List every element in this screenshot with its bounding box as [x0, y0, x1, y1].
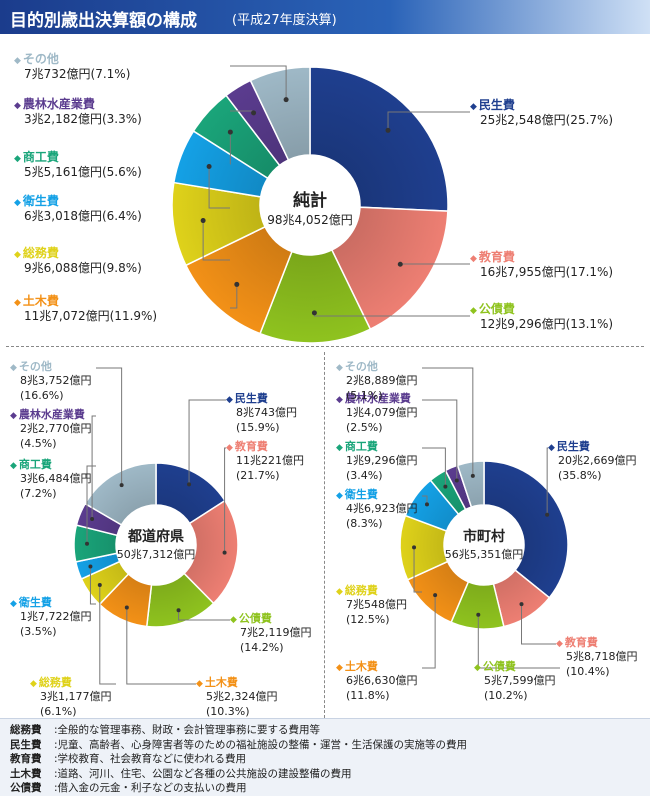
pie-center: [116, 505, 196, 585]
footnote-row: 教育費:学校教育、社会教育などに使われる費用: [10, 753, 247, 765]
leader-line: [89, 566, 96, 605]
label-municipal-総務費: ◆ 総務費 7兆548億円 (12.5%): [336, 584, 407, 626]
leader-dot: [283, 97, 289, 103]
leader-dot: [470, 473, 475, 478]
footnote-row: 総務費:全般的な管理事務、財政・会計管理事務に要する費用等: [10, 724, 321, 736]
label-municipal-民生費: ◆ 民生費 20兆2,669億円 (35.8%): [548, 440, 637, 482]
footnotes: 総務費:全般的な管理事務、財政・会計管理事務に要する費用等 民生費:児童、高齢者…: [0, 718, 650, 796]
leader-dot: [97, 583, 102, 588]
leader-dot: [311, 310, 317, 316]
label-prefecture-教育費: ◆ 教育費 11兆221億円 (21.7%): [226, 440, 304, 482]
label-total-総務費: ◆ 総務費 9兆6,088億円(9.8%): [14, 246, 142, 276]
leader-line: [202, 220, 230, 261]
pie-0: [171, 66, 449, 344]
label-prefecture-土木費: ◆ 土木費 5兆2,324億円 (10.3%): [196, 676, 278, 718]
label-prefecture-商工費: ◆ 商工費 3兆6,484億円 (7.2%): [10, 458, 92, 500]
leader-dot: [424, 502, 429, 507]
leader-dot: [85, 541, 90, 546]
leader-dot: [397, 261, 403, 267]
leader-dot: [200, 218, 206, 224]
label-prefecture-総務費: ◆ 総務費 3兆1,177億円 (6.1%): [30, 676, 112, 718]
leader-line: [413, 547, 422, 593]
leader-dot: [454, 478, 459, 483]
label-prefecture-民生費: ◆ 民生費 8兆743億円 (15.9%): [226, 392, 297, 434]
leader-line: [208, 166, 230, 209]
leader-line: [178, 610, 230, 621]
leader-dot: [234, 281, 240, 287]
leader-dot: [443, 484, 448, 489]
leader-line: [188, 399, 226, 485]
chart-title: 目的別歳出決算額の構成: [10, 11, 197, 31]
leader-line: [521, 604, 556, 645]
label-municipal-商工費: ◆ 商工費 1兆9,296億円 (3.4%): [336, 440, 418, 482]
center-label-municipal: 市町村 56兆5,351億円: [444, 529, 524, 561]
leader-dot: [476, 612, 481, 617]
section-divider-horizontal: [6, 346, 644, 347]
chart-subtitle: (平成27年度決算): [232, 13, 337, 28]
leader-dot: [222, 550, 227, 555]
leader-dot: [251, 110, 257, 116]
footnote-row: 民生費:児童、高齢者、心身障害者等のための福祉施設の整備・運営・生活保護の実施等…: [10, 738, 468, 751]
leader-dot: [545, 512, 550, 517]
leader-line: [96, 367, 123, 486]
label-prefecture-公債費: ◆ 公債費 7兆2,119億円 (14.2%): [230, 612, 312, 654]
leader-dot: [119, 483, 124, 488]
leader-dot: [124, 605, 129, 610]
leader-dot: [227, 129, 233, 135]
label-municipal-農林水産業費: ◆ 農林水産業費 1兆4,079億円 (2.5%): [336, 392, 418, 434]
leader-line: [230, 284, 238, 309]
section-divider-vertical: [324, 352, 325, 718]
label-prefecture-その他: ◆ その他 8兆3,752億円 (16.6%): [10, 360, 92, 402]
label-prefecture-農林水産業費: ◆ 農林水産業費 2兆2,770億円 (4.5%): [10, 408, 92, 450]
label-prefecture-衛生費: ◆ 衛生費 1兆7,722億円 (3.5%): [10, 596, 92, 638]
leader-dot: [412, 545, 417, 550]
label-total-公債費: ◆ 公債費 12兆9,296億円(13.1%): [470, 302, 614, 332]
leader-dot: [187, 482, 192, 487]
leader-line: [126, 607, 196, 685]
leader-line: [546, 447, 548, 515]
label-total-衛生費: ◆ 衛生費 6兆3,018億円(6.4%): [14, 194, 142, 224]
pie-center: [260, 155, 360, 255]
leader-line: [224, 447, 226, 553]
leader-line: [387, 111, 470, 131]
label-total-民生費: ◆ 民生費 25兆2,548億円(25.7%): [470, 98, 614, 128]
center-label-total: 純計 98兆4,052億円: [267, 191, 353, 227]
label-municipal-衛生費: ◆ 衛生費 4兆6,923億円 (8.3%): [336, 488, 418, 530]
label-total-その他: ◆ その他 7兆732億円(7.1%): [14, 52, 131, 82]
leader-line: [422, 399, 458, 481]
label-municipal-土木費: ◆ 土木費 6兆6,630億円 (11.8%): [336, 660, 418, 702]
center-label-prefecture: 都道府県 50兆7,312億円: [116, 529, 196, 561]
leader-dot: [176, 608, 181, 613]
leader-dot: [385, 127, 391, 133]
leader-dot: [90, 516, 95, 521]
leader-dot: [433, 593, 438, 598]
leader-line: [91, 415, 96, 519]
leader-dot: [88, 564, 93, 569]
footnote-row: 土木費:道路、河川、住宅、公園など各種の公共施設の建設整備の費用: [10, 767, 352, 780]
leader-line: [422, 367, 474, 476]
label-municipal-教育費: ◆ 教育費 5兆8,718億円 (10.4%): [556, 636, 638, 678]
leader-line: [477, 614, 560, 669]
footnote-row: 公債費:借入金の元金・利子などの支払いの費用: [10, 782, 247, 794]
label-total-農林水産業費: ◆ 農林水産業費 3兆2,182億円(3.3%): [14, 97, 142, 127]
leader-line: [422, 595, 436, 669]
pie-center: [444, 505, 524, 585]
leader-line: [99, 585, 116, 685]
leader-line: [230, 65, 287, 100]
label-total-土木費: ◆ 土木費 11兆7,072億円(11.9%): [14, 294, 158, 324]
leader-dot: [519, 602, 524, 607]
label-total-商工費: ◆ 商工費 5兆5,161億円(5.6%): [14, 150, 142, 180]
label-total-教育費: ◆ 教育費 16兆7,955億円(17.1%): [470, 250, 614, 280]
leader-dot: [206, 164, 212, 170]
leader-line: [86, 465, 96, 544]
label-municipal-その他: ◆ その他 2兆8,889億円 (5.1%): [336, 360, 418, 402]
title-bar: 目的別歳出決算額の構成 (平成27年度決算): [0, 0, 650, 34]
leader-line: [422, 447, 446, 487]
label-municipal-公債費: ◆ 公債費 5兆7,599億円 (10.2%): [474, 660, 556, 702]
leader-line: [422, 495, 428, 505]
